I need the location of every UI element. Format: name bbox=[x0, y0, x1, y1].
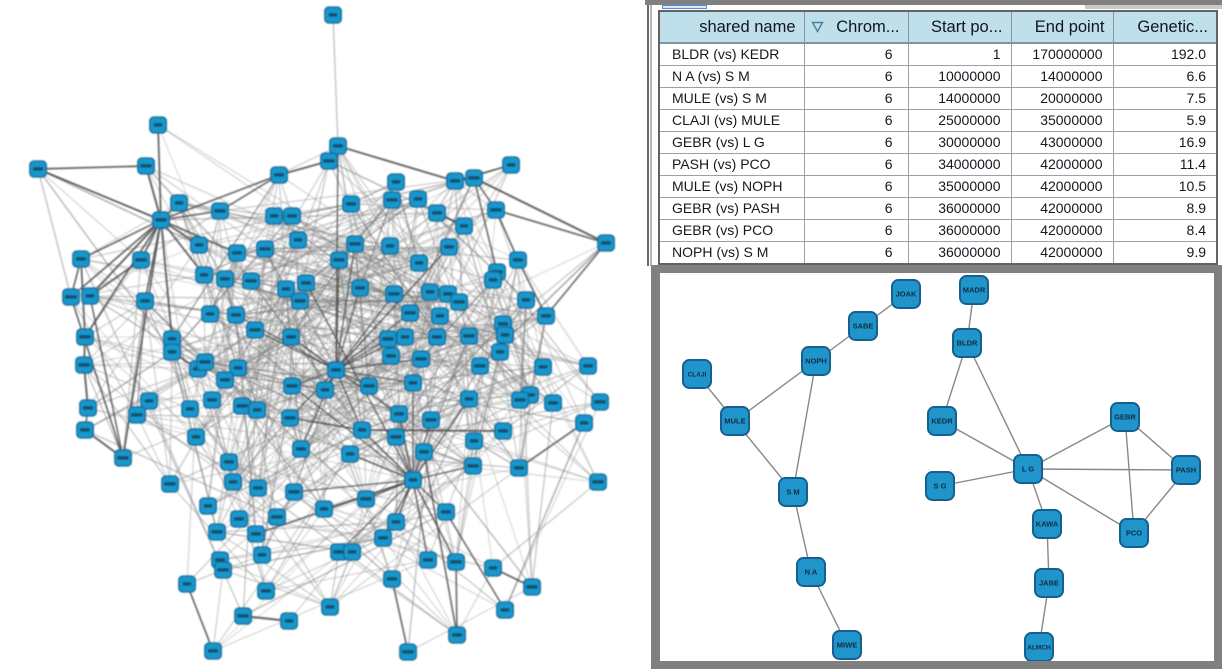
svg-text:S M: S M bbox=[786, 488, 799, 497]
svg-text:MADR: MADR bbox=[963, 286, 986, 295]
svg-text:MIWE: MIWE bbox=[837, 641, 857, 650]
svg-text:S G: S G bbox=[934, 482, 947, 491]
svg-text:KEDR: KEDR bbox=[931, 417, 953, 426]
svg-text:PASH: PASH bbox=[1176, 466, 1196, 475]
svg-text:N A: N A bbox=[805, 568, 818, 577]
svg-text:ALMCH: ALMCH bbox=[1027, 645, 1051, 652]
svg-text:GEBR: GEBR bbox=[1114, 413, 1136, 422]
svg-text:L G: L G bbox=[1022, 465, 1035, 474]
svg-text:JOAK: JOAK bbox=[896, 290, 917, 299]
svg-text:SABE: SABE bbox=[853, 322, 874, 331]
svg-text:JABE: JABE bbox=[1039, 579, 1059, 588]
svg-text:CLAJI: CLAJI bbox=[688, 372, 707, 379]
svg-text:NOPH: NOPH bbox=[805, 357, 827, 366]
svg-text:KAWA: KAWA bbox=[1036, 520, 1059, 529]
svg-text:MULE: MULE bbox=[724, 417, 745, 426]
svg-text:PCO: PCO bbox=[1126, 529, 1142, 538]
svg-text:BLDR: BLDR bbox=[957, 339, 978, 348]
